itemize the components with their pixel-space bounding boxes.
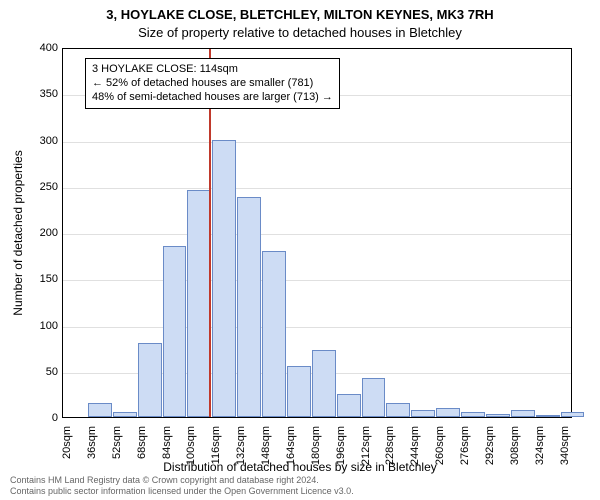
x-tick-label: 52sqm xyxy=(111,426,123,476)
x-tick-label: 196sqm xyxy=(335,426,347,476)
y-tick-label: 200 xyxy=(28,227,58,239)
y-tick-label: 0 xyxy=(28,412,58,424)
y-tick-label: 350 xyxy=(28,88,58,100)
histogram-bar xyxy=(212,140,236,418)
histogram-bar xyxy=(411,410,435,417)
gridline xyxy=(63,188,571,189)
x-tick-label: 132sqm xyxy=(235,426,247,476)
address-line: 3, HOYLAKE CLOSE, BLETCHLEY, MILTON KEYN… xyxy=(0,6,600,24)
histogram-bar xyxy=(163,246,187,417)
x-tick-label: 100sqm xyxy=(185,426,197,476)
annotation-line3: 48% of semi-detached houses are larger (… xyxy=(92,91,333,105)
histogram-bar xyxy=(561,412,585,417)
attribution-footer: Contains HM Land Registry data © Crown c… xyxy=(10,475,354,496)
histogram-bar xyxy=(287,366,311,417)
footer-line2: Contains public sector information licen… xyxy=(10,486,354,496)
histogram-bar xyxy=(237,197,261,417)
x-tick-label: 260sqm xyxy=(434,426,446,476)
footer-line1: Contains HM Land Registry data © Crown c… xyxy=(10,475,354,485)
chart-title: 3, HOYLAKE CLOSE, BLETCHLEY, MILTON KEYN… xyxy=(0,0,600,41)
y-tick-label: 100 xyxy=(28,320,58,332)
x-tick-label: 228sqm xyxy=(384,426,396,476)
x-tick-label: 180sqm xyxy=(310,426,322,476)
x-tick-label: 244sqm xyxy=(409,426,421,476)
histogram-bar xyxy=(362,378,386,417)
annotation-line1: 3 HOYLAKE CLOSE: 114sqm xyxy=(92,63,333,77)
y-tick-label: 400 xyxy=(28,42,58,54)
x-tick-label: 212sqm xyxy=(360,426,372,476)
histogram-bar xyxy=(337,394,361,417)
histogram-bar xyxy=(486,414,510,417)
histogram-bar xyxy=(262,251,286,418)
y-tick-label: 50 xyxy=(28,366,58,378)
x-tick-label: 340sqm xyxy=(559,426,571,476)
histogram-bar xyxy=(113,412,137,417)
x-tick-label: 68sqm xyxy=(136,426,148,476)
x-tick-label: 164sqm xyxy=(285,426,297,476)
x-tick-label: 276sqm xyxy=(459,426,471,476)
x-tick-label: 148sqm xyxy=(260,426,272,476)
marker-annotation: 3 HOYLAKE CLOSE: 114sqm ← 52% of detache… xyxy=(85,58,340,109)
subtitle-line: Size of property relative to detached ho… xyxy=(0,24,600,42)
x-tick-label: 324sqm xyxy=(534,426,546,476)
histogram-bar xyxy=(138,343,162,417)
y-tick-label: 250 xyxy=(28,181,58,193)
histogram-bar xyxy=(386,403,410,417)
x-tick-label: 20sqm xyxy=(61,426,73,476)
x-tick-label: 116sqm xyxy=(210,426,222,476)
histogram-bar xyxy=(536,415,560,417)
histogram-bar xyxy=(187,190,211,417)
x-tick-label: 84sqm xyxy=(161,426,173,476)
y-tick-label: 300 xyxy=(28,135,58,147)
histogram-bar xyxy=(511,410,535,417)
histogram-plot: 3 HOYLAKE CLOSE: 114sqm ← 52% of detache… xyxy=(62,48,572,418)
x-tick-label: 36sqm xyxy=(86,426,98,476)
histogram-bar xyxy=(312,350,336,417)
y-tick-label: 150 xyxy=(28,273,58,285)
histogram-bar xyxy=(461,412,485,417)
y-axis-label: Number of detached properties xyxy=(11,150,25,315)
histogram-bar xyxy=(436,408,460,417)
histogram-bar xyxy=(88,403,112,417)
gridline xyxy=(63,142,571,143)
gridline xyxy=(63,280,571,281)
gridline xyxy=(63,234,571,235)
annotation-line2: ← 52% of detached houses are smaller (78… xyxy=(92,77,333,91)
gridline xyxy=(63,327,571,328)
x-tick-label: 308sqm xyxy=(509,426,521,476)
x-tick-label: 292sqm xyxy=(484,426,496,476)
